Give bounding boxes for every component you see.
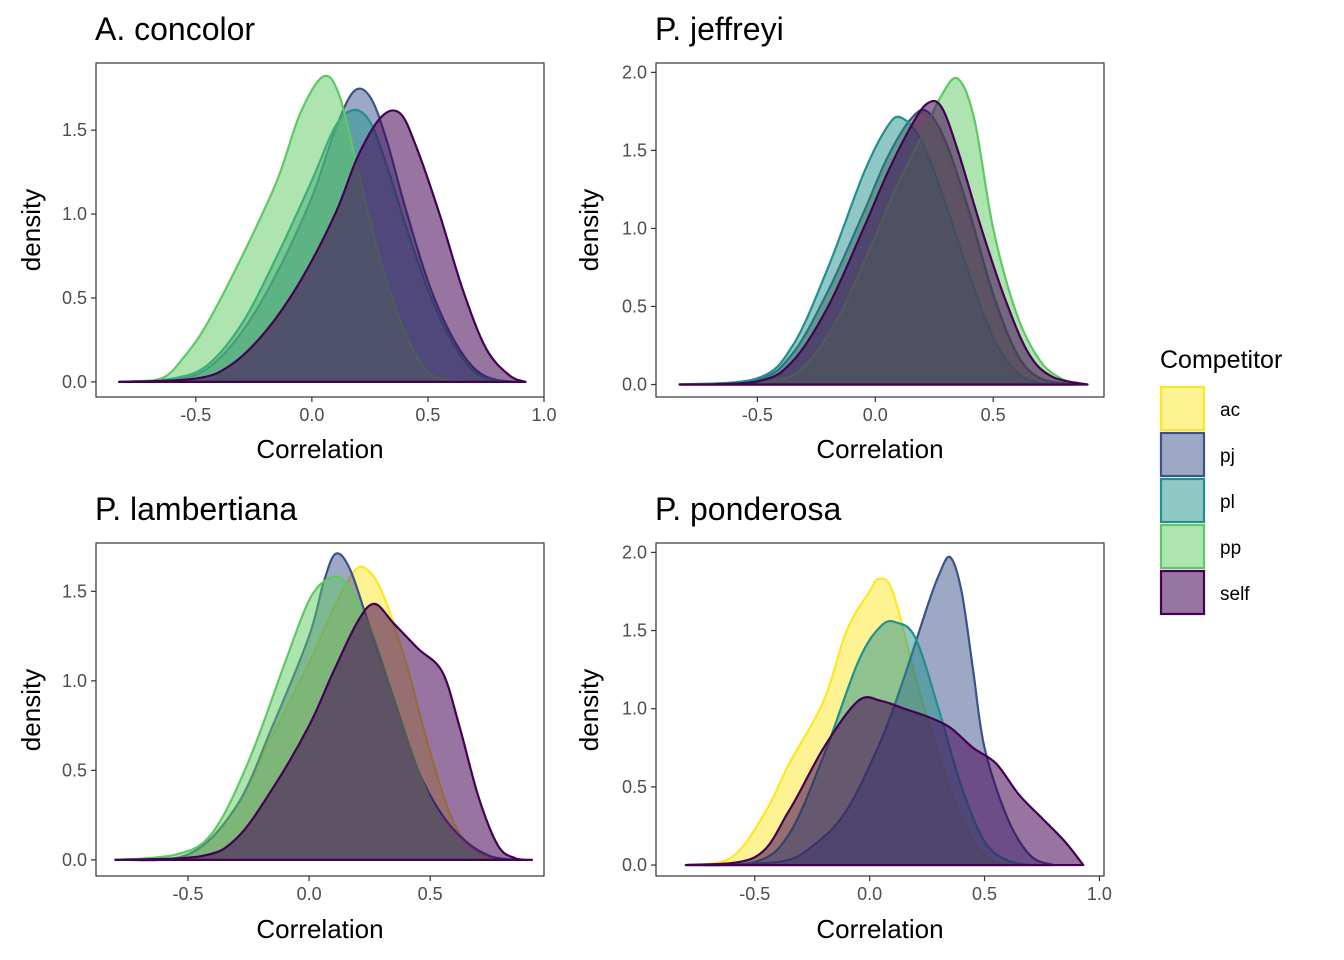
panel-a-concolor: A. concolor -0.5 0.0 0.5 1.0 0.0 0.5 1.0 1.5 Co… bbox=[16, 11, 557, 464]
y-tick-label: 0.0 bbox=[62, 372, 87, 392]
y-axis-title: density bbox=[574, 189, 604, 271]
density-area-self bbox=[678, 99, 1089, 386]
y-axis-title: density bbox=[16, 189, 46, 271]
y-tick-label: 0.0 bbox=[62, 850, 87, 870]
legend-title: Competitor bbox=[1160, 346, 1282, 374]
panel-border bbox=[655, 62, 1105, 398]
legend-label-pl: pl bbox=[1220, 492, 1235, 513]
panel-p-ponderosa: P. ponderosa -0.5 0.0 0.5 1.0 0.0 0.5 1.0 1.5 2.… bbox=[574, 491, 1112, 944]
legend-label-self: self bbox=[1220, 584, 1250, 605]
y-tick-label: 0.5 bbox=[622, 296, 647, 316]
panel-border bbox=[655, 542, 1105, 877]
legend-key-pl bbox=[1159, 477, 1206, 524]
x-tick-label: 1.0 bbox=[531, 405, 556, 425]
legend-key-self bbox=[1159, 569, 1206, 616]
legend: Competitor ac pj pl pp self bbox=[1159, 346, 1282, 616]
x-tick-label: 0.5 bbox=[418, 884, 443, 904]
legend-label-pp: pp bbox=[1220, 538, 1241, 559]
y-tick-label: 1.5 bbox=[62, 120, 87, 140]
panel-title: P. jeffreyi bbox=[655, 11, 784, 47]
y-tick-label: 0.5 bbox=[62, 288, 87, 308]
density-area-self bbox=[684, 696, 1085, 867]
density-area-self bbox=[114, 602, 533, 861]
x-tick-label: 0.5 bbox=[981, 405, 1006, 425]
y-tick-label: 0.0 bbox=[622, 855, 647, 875]
legend-key-pj bbox=[1159, 431, 1206, 478]
y-axis-title: density bbox=[574, 669, 604, 751]
y-tick-label: 1.0 bbox=[62, 671, 87, 691]
x-axis-title: Correlation bbox=[816, 914, 943, 944]
y-axis-title: density bbox=[16, 669, 46, 751]
x-tick-label: -0.5 bbox=[739, 884, 770, 904]
x-tick-label: 0.5 bbox=[972, 884, 997, 904]
x-tick-label: -0.5 bbox=[742, 405, 773, 425]
x-axis-title: Correlation bbox=[256, 914, 383, 944]
y-tick-label: 1.0 bbox=[622, 699, 647, 719]
panel-border bbox=[95, 542, 545, 877]
y-tick-label: 2.0 bbox=[622, 542, 647, 562]
y-tick-label: 0.0 bbox=[622, 375, 647, 395]
y-tick-label: 1.0 bbox=[622, 218, 647, 238]
y-tick-label: 1.5 bbox=[622, 140, 647, 160]
legend-key-pp bbox=[1159, 523, 1206, 570]
y-tick-label: 1.5 bbox=[622, 621, 647, 641]
x-tick-label: -0.5 bbox=[173, 884, 204, 904]
panel-p-jeffreyi: P. jeffreyi -0.5 0.0 0.5 0.0 0.5 1.0 1.5 2.0 Co… bbox=[574, 11, 1105, 464]
panel-title: P. ponderosa bbox=[655, 491, 841, 527]
x-tick-label: 0.5 bbox=[415, 405, 440, 425]
legend-label-ac: ac bbox=[1220, 400, 1240, 421]
density-area-self bbox=[118, 109, 527, 383]
y-tick-label: 0.5 bbox=[622, 777, 647, 797]
legend-label-pj: pj bbox=[1220, 446, 1235, 467]
panel-border bbox=[95, 62, 545, 398]
legend-key-ac bbox=[1159, 385, 1206, 432]
panel-title: A. concolor bbox=[95, 11, 255, 47]
panel-title: P. lambertiana bbox=[95, 491, 297, 527]
panel-p-lambertiana: P. lambertiana -0.5 0.0 0.5 0.0 0.5 1.0 1.5 Co… bbox=[16, 491, 545, 944]
x-tick-label: 0.0 bbox=[299, 405, 324, 425]
x-tick-label: 0.0 bbox=[857, 884, 882, 904]
x-tick-label: 0.0 bbox=[863, 405, 888, 425]
y-tick-label: 1.5 bbox=[62, 581, 87, 601]
y-tick-label: 1.0 bbox=[62, 204, 87, 224]
y-tick-label: 0.5 bbox=[62, 760, 87, 780]
x-tick-label: -0.5 bbox=[180, 405, 211, 425]
x-tick-label: 0.0 bbox=[297, 884, 322, 904]
y-tick-label: 2.0 bbox=[622, 62, 647, 82]
x-axis-title: Correlation bbox=[816, 434, 943, 464]
x-tick-label: 1.0 bbox=[1087, 884, 1112, 904]
x-axis-title: Correlation bbox=[256, 434, 383, 464]
